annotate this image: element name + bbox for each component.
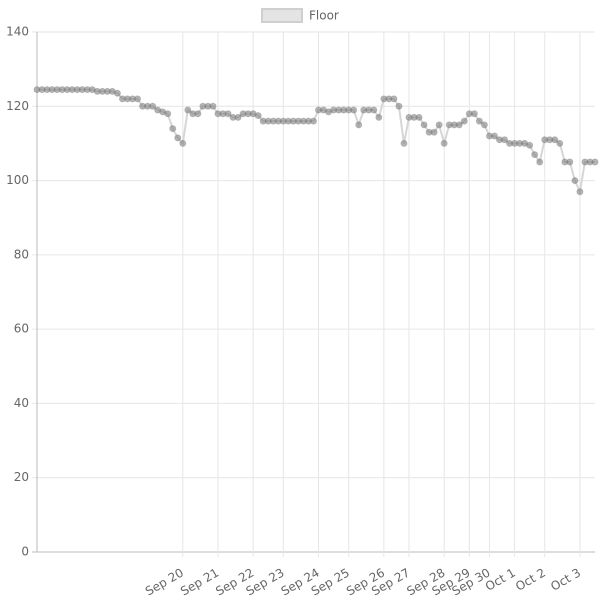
data-point (179, 139, 187, 147)
data-point (224, 110, 232, 118)
data-point (309, 117, 317, 125)
x-tick-label: Oct 3 (548, 566, 583, 594)
x-tick-label: Sep 20 (143, 566, 186, 599)
y-tick-label: 100 (6, 173, 29, 187)
data-point (571, 177, 579, 185)
data-point (460, 117, 468, 125)
data-point (169, 125, 177, 133)
y-tick-label: 40 (14, 396, 29, 410)
data-point (480, 121, 488, 129)
data-point (209, 102, 217, 110)
data-point (350, 106, 358, 114)
data-point (455, 121, 463, 129)
data-point (395, 102, 403, 110)
data-point (355, 121, 363, 129)
data-point (390, 95, 398, 103)
y-tick-label: 80 (14, 247, 29, 261)
data-point (134, 95, 142, 103)
data-point (400, 139, 408, 147)
data-point (435, 121, 443, 129)
legend-label: Floor (309, 9, 339, 23)
x-tick-label: Sep 21 (178, 566, 221, 599)
data-point (526, 141, 534, 149)
data-point (566, 158, 574, 166)
data-point (184, 106, 192, 114)
data-point (470, 110, 478, 118)
x-tick-label: Oct 1 (483, 566, 518, 594)
data-point (113, 89, 121, 97)
x-tick-label: Oct 2 (513, 566, 548, 594)
data-point (415, 113, 423, 121)
data-point (254, 112, 262, 120)
data-point (194, 110, 202, 118)
y-tick-label: 60 (14, 322, 29, 336)
data-point (551, 136, 559, 144)
data-point (164, 110, 172, 118)
data-point (501, 136, 509, 144)
y-tick-label: 120 (6, 99, 29, 113)
data-point (420, 121, 428, 129)
data-point (475, 117, 483, 125)
legend-swatch (261, 8, 303, 23)
data-point (531, 151, 539, 159)
data-point (149, 102, 157, 110)
data-point (576, 188, 584, 196)
data-point (490, 132, 498, 140)
data-point (234, 113, 242, 121)
data-point (591, 158, 599, 166)
y-tick-label: 20 (14, 470, 29, 484)
data-point (174, 134, 182, 142)
data-point (430, 128, 438, 136)
data-point (556, 139, 564, 147)
data-point (440, 139, 448, 147)
y-tick-label: 0 (21, 545, 29, 559)
data-point (536, 158, 544, 166)
data-point (370, 106, 378, 114)
y-tick-label: 140 (6, 25, 29, 39)
data-point (375, 113, 383, 121)
